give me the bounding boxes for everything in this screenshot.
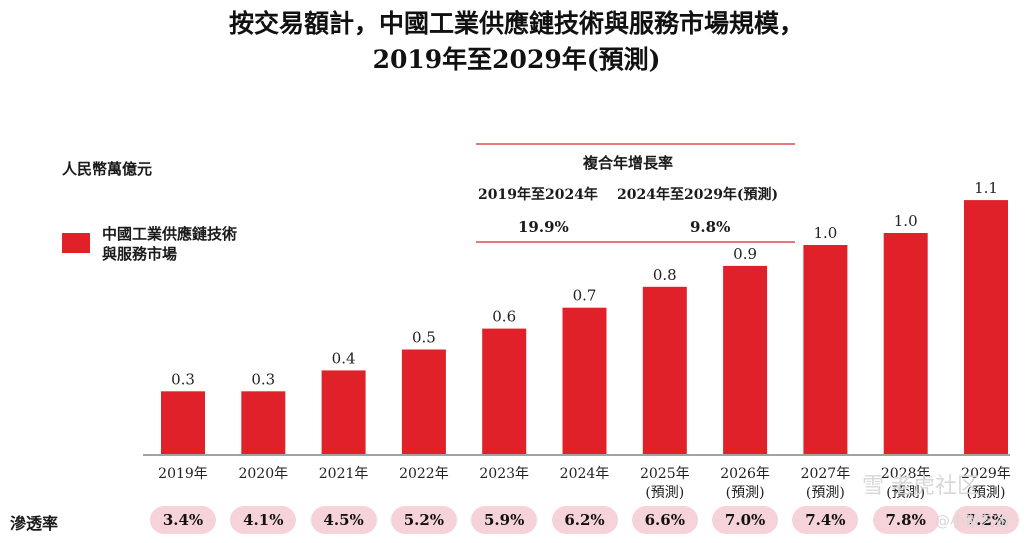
bar-2027年 bbox=[803, 245, 848, 454]
x-tick-label: 2029年 bbox=[961, 466, 1011, 482]
bar-2024年 bbox=[562, 307, 607, 454]
bar-value-label: 0.3 bbox=[171, 370, 195, 388]
bar-value-label: 0.8 bbox=[653, 266, 677, 284]
cagr-period-2: 2024年至2029年(預測) bbox=[617, 187, 779, 203]
bar-value-label: 0.3 bbox=[251, 370, 275, 388]
chart-subtitle: 2019年至2029年(預測) bbox=[372, 45, 661, 74]
legend-label-line1: 中國工業供應鏈技術 bbox=[102, 225, 238, 243]
bar-value-label: 0.5 bbox=[412, 329, 436, 347]
bar-value-label: 0.7 bbox=[573, 287, 597, 305]
bar-2023年 bbox=[482, 328, 527, 454]
bar-2022年 bbox=[401, 349, 446, 454]
watermark-line1: 雪 老虎社区 bbox=[862, 474, 979, 499]
x-tick-label: 2025年 bbox=[640, 466, 690, 482]
bar-value-label: 0.4 bbox=[332, 349, 356, 367]
penetration-rate-pill: 3.4% bbox=[150, 506, 216, 534]
penetration-rate-pill: 4.5% bbox=[310, 506, 377, 534]
x-tick-note: (預測) bbox=[967, 485, 1006, 501]
penetration-rate-pill: 7.4% bbox=[792, 506, 859, 534]
bar-2025年 bbox=[642, 286, 687, 454]
cagr-value-1: 19.9% bbox=[518, 218, 569, 236]
cagr-period-1: 2019年至2024年 bbox=[478, 187, 598, 203]
x-tick-label: 2022年 bbox=[399, 466, 449, 482]
y-axis-unit-label: 人民幣萬億元 bbox=[62, 160, 153, 178]
penetration-rate-pill: 6.6% bbox=[631, 506, 698, 534]
x-tick-note: (預測) bbox=[645, 485, 684, 501]
bar-value-label: 0.9 bbox=[733, 245, 757, 263]
watermark-line2: @小散艺術 bbox=[935, 512, 1011, 530]
penetration-rate-pill: 7.2% bbox=[953, 506, 1019, 534]
bar-value-label: 1.0 bbox=[813, 224, 837, 242]
bar-2019年 bbox=[161, 391, 205, 454]
penetration-rate-pill: 7.8% bbox=[872, 506, 939, 534]
x-tick-label: 2020年 bbox=[238, 466, 288, 482]
bar-value-label: 1.0 bbox=[894, 212, 918, 230]
x-tick-note: (預測) bbox=[886, 485, 925, 501]
bar-2028年 bbox=[883, 233, 928, 454]
bar-value-label: 0.6 bbox=[492, 308, 516, 326]
penetration-rate-pill: 6.2% bbox=[551, 506, 618, 534]
bar-2029年 bbox=[964, 200, 1008, 454]
penetration-rate-pill: 5.2% bbox=[390, 506, 457, 534]
legend-swatch bbox=[62, 233, 90, 253]
chart-title: 按交易額計，中國工業供應鏈技術與服務市場規模， bbox=[228, 9, 804, 38]
legend-label-line2: 與服務市場 bbox=[102, 245, 178, 263]
x-tick-label: 2019年 bbox=[158, 466, 208, 482]
penetration-rate-label: 滲透率 bbox=[10, 514, 59, 533]
penetration-rate-pill: 7.0% bbox=[712, 506, 779, 534]
cagr-value-2: 9.8% bbox=[690, 218, 731, 236]
x-tick-label: 2024年 bbox=[560, 466, 610, 482]
x-tick-label: 2026年 bbox=[720, 466, 770, 482]
x-tick-label: 2021年 bbox=[319, 466, 369, 482]
penetration-rate-pill: 4.1% bbox=[230, 506, 297, 534]
x-tick-label: 2028年 bbox=[881, 466, 931, 482]
x-tick-note: (預測) bbox=[726, 485, 765, 501]
x-tick-note: (預測) bbox=[806, 485, 845, 501]
bar-2021年 bbox=[321, 370, 366, 454]
bar-value-label: 1.1 bbox=[974, 179, 998, 197]
penetration-rate-pill: 5.9% bbox=[471, 506, 538, 534]
cagr-header: 複合年增長率 bbox=[583, 154, 674, 172]
bar-2026年 bbox=[723, 265, 768, 454]
bar-2020年 bbox=[241, 391, 286, 454]
x-tick-label: 2023年 bbox=[479, 466, 529, 482]
x-tick-label: 2027年 bbox=[801, 466, 851, 482]
